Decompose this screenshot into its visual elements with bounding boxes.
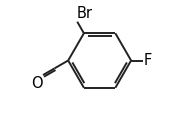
Text: O: O [31, 76, 42, 91]
Text: F: F [144, 53, 152, 68]
Text: Br: Br [77, 6, 93, 21]
